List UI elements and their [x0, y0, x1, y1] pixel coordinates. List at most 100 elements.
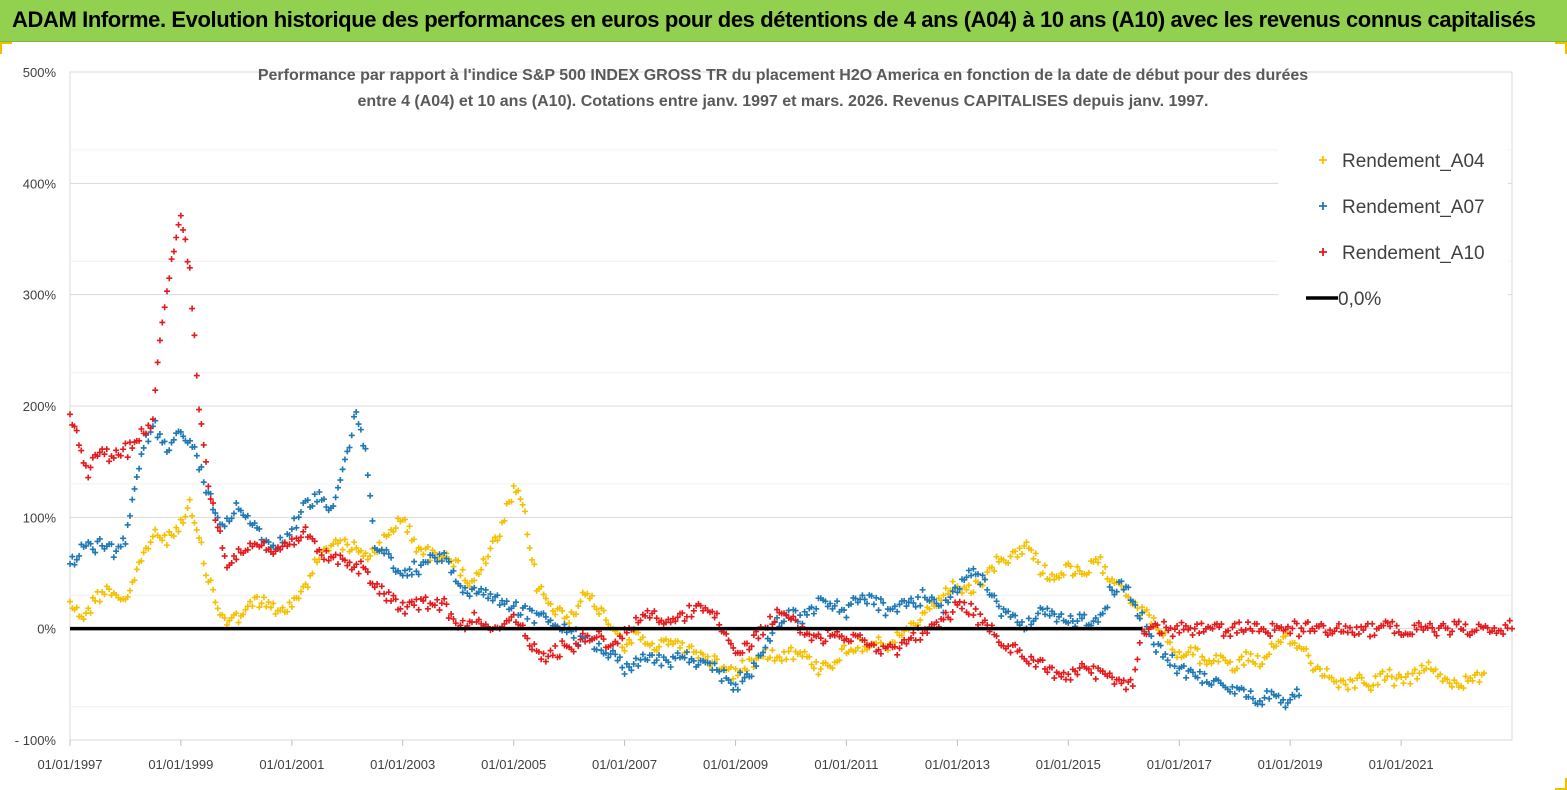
rendement-a07-point: [408, 571, 415, 578]
rendement-a07-point: [1180, 663, 1187, 670]
rendement-a04-point: [559, 607, 566, 614]
rendement-a07-point: [233, 500, 240, 507]
rendement-a04-point: [748, 656, 755, 663]
rendement-a10-point: [1324, 632, 1331, 639]
rendement-a10-point: [894, 651, 901, 658]
rendement-a10-point: [182, 236, 189, 243]
rendement-a04-point: [1030, 555, 1037, 562]
rendement-a07-point: [364, 472, 371, 479]
rendement-a04-point: [420, 551, 427, 558]
rendement-a04-point: [713, 656, 720, 663]
rendement-a10-point: [1118, 680, 1125, 687]
rendement-a04-point: [778, 657, 785, 664]
rendement-a07-point: [230, 510, 237, 517]
rendement-a04-point: [700, 651, 707, 658]
rendement-a10-point: [311, 538, 318, 545]
rendement-a04-point: [1240, 662, 1247, 669]
selection-handle-top-left[interactable]: [0, 42, 12, 54]
rendement-a04-point: [1351, 684, 1358, 691]
rendement-a07-point: [191, 443, 198, 450]
rendement-a04-point: [788, 644, 794, 651]
rendement-a04-point: [1099, 570, 1106, 577]
rendement-a04-point: [1358, 674, 1365, 681]
rendement-a04-point: [572, 611, 579, 618]
rendement-a07-point: [304, 497, 311, 504]
rendement-a07-point: [903, 603, 910, 610]
rendement-a07-point: [690, 657, 697, 664]
rendement-a10-point: [1111, 681, 1118, 688]
rendement-a07-point: [450, 567, 457, 574]
rendement-a07-point: [632, 655, 639, 662]
rendement-a07-point: [1012, 612, 1019, 619]
selection-handle-top-right[interactable]: [1555, 42, 1567, 54]
rendement-a10-point: [1174, 622, 1181, 629]
rendement-a07-point: [120, 535, 127, 542]
rendement-a10-point: [323, 547, 330, 554]
rendement-a04-point: [163, 542, 170, 549]
rendement-a07-point: [762, 644, 769, 651]
rendement-a10-point: [1506, 617, 1513, 624]
rendement-a07-point: [424, 559, 431, 566]
rendement-a04-point: [653, 647, 660, 654]
y-tick-label: 0%: [37, 622, 56, 637]
rendement-a07-point: [436, 551, 443, 558]
rendement-a10-point: [173, 234, 180, 241]
rendement-a10-point: [1335, 620, 1342, 627]
rendement-a10-point: [422, 594, 429, 601]
y-tick-label: 100%: [23, 510, 57, 525]
rendement-a04-point: [623, 641, 630, 648]
rendement-a07-point: [1240, 686, 1247, 693]
rendement-a07-point: [801, 608, 808, 615]
rendement-a07-point: [831, 602, 838, 609]
rendement-a07-point: [949, 588, 956, 595]
rendement-a04-point: [1414, 675, 1421, 682]
rendement-a04-point: [1411, 666, 1418, 673]
rendement-a07-point: [864, 600, 871, 607]
rendement-a04-point: [210, 586, 217, 593]
rendement-a10-point: [1473, 627, 1480, 634]
rendement-a07-point: [207, 490, 214, 497]
rendement-a04-point: [1150, 614, 1157, 621]
rendement-a07-point: [1266, 695, 1273, 702]
rendement-a04-point: [1462, 673, 1469, 680]
rendement-a04-point: [1453, 680, 1460, 687]
rendement-a04-point: [113, 591, 120, 598]
rendement-a07-point: [87, 540, 94, 547]
rendement-a10-point: [1116, 676, 1123, 683]
rendement-a10-point: [424, 605, 431, 612]
rendement-a07-point: [369, 517, 376, 524]
rendement-a07-point: [686, 659, 693, 666]
rendement-a07-point: [808, 604, 815, 611]
rendement-a04-point: [1238, 653, 1245, 660]
rendement-a10-point: [947, 616, 954, 623]
rendement-a10-point: [526, 642, 533, 649]
rendement-a10-point: [1298, 625, 1305, 632]
rendement-a10-point: [184, 258, 191, 265]
rendement-a04-point: [1067, 563, 1074, 570]
rendement-a10-point: [101, 451, 108, 458]
rendement-a10-point: [658, 617, 665, 624]
legend-swatch-marker: [1319, 202, 1327, 210]
rendement-a04-point: [1407, 680, 1414, 687]
rendement-a04-point: [1418, 662, 1425, 669]
rendement-a07-point: [353, 408, 360, 415]
rendement-a07-point: [753, 663, 760, 670]
rendement-a07-point: [711, 660, 718, 667]
rendement-a04-point: [424, 543, 431, 550]
rendement-a07-point: [1247, 688, 1254, 695]
selection-handle-bottom-right[interactable]: [1555, 778, 1567, 790]
legend-label: 0,0%: [1338, 289, 1381, 310]
rendement-a10-point: [1039, 657, 1046, 664]
rendement-a04-point: [1074, 563, 1081, 570]
rendement-a07-point: [113, 548, 120, 555]
rendement-a04-point: [619, 644, 626, 651]
rendement-a04-point: [679, 639, 686, 646]
rendement-a04-point: [727, 664, 734, 671]
rendement-a07-point: [1129, 598, 1136, 605]
rendement-a04-point: [1321, 672, 1328, 679]
rendement-a10-point: [970, 612, 977, 619]
rendement-a10-point: [117, 452, 124, 459]
rendement-a10-point: [674, 614, 681, 621]
rendement-a04-point: [494, 537, 501, 544]
rendement-a07-point: [1053, 618, 1060, 625]
